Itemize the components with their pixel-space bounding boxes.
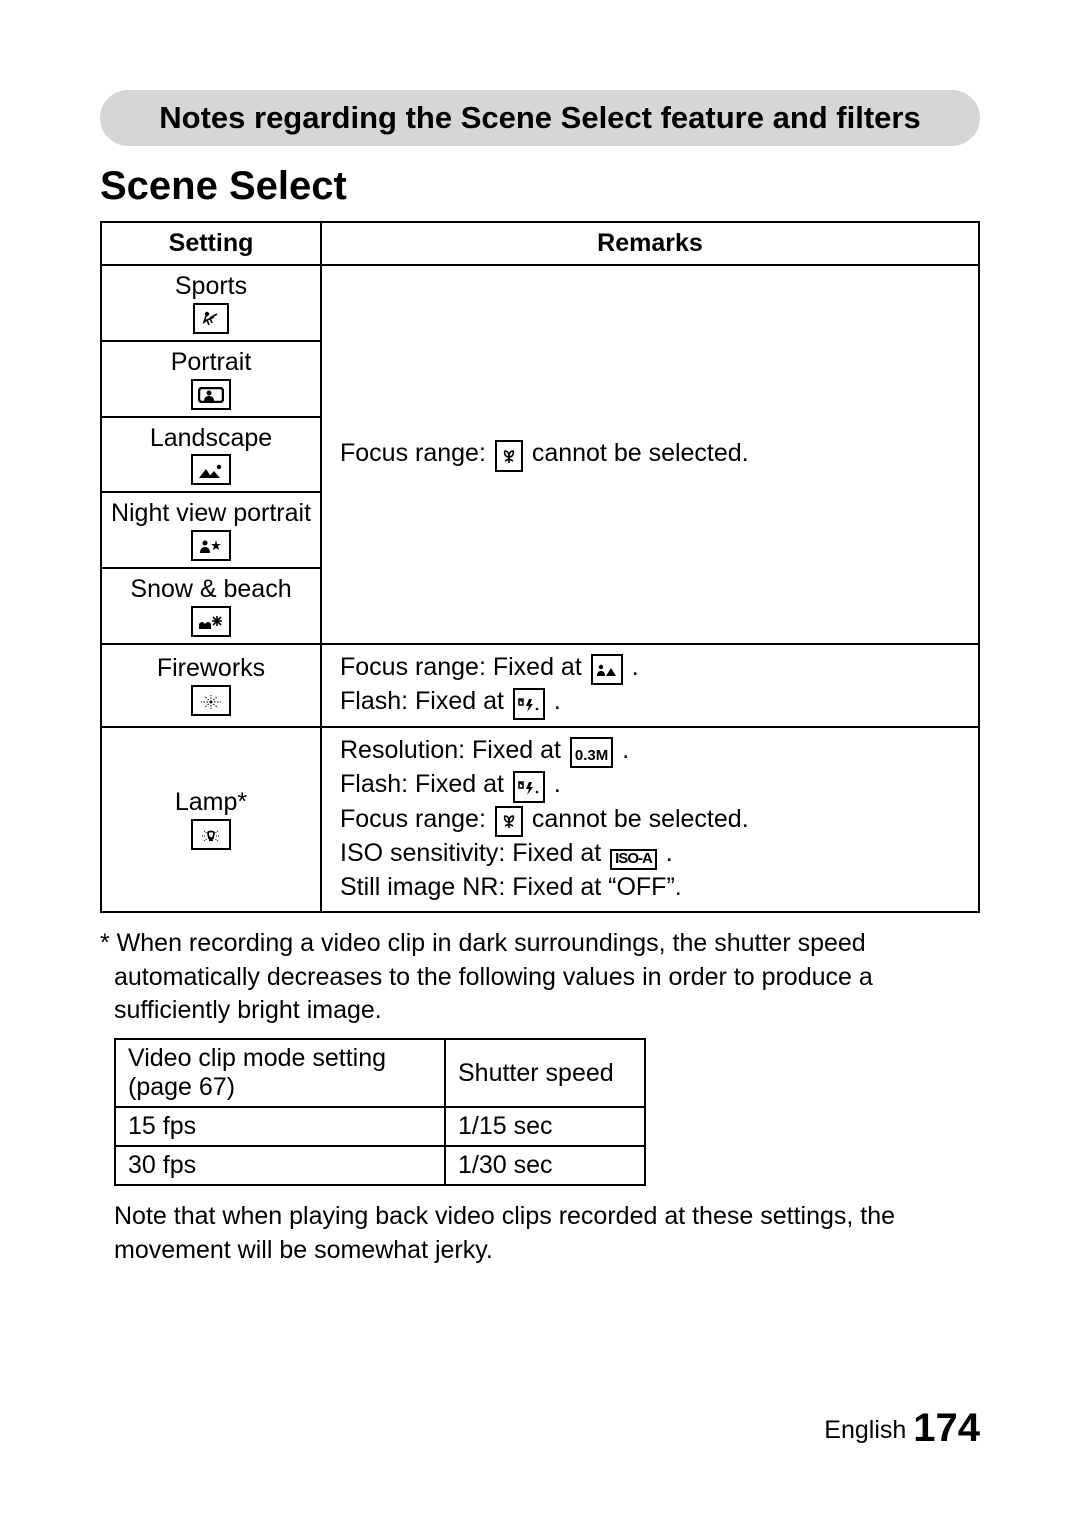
portrait-icon xyxy=(191,379,231,410)
setting-portrait: Portrait xyxy=(101,341,321,417)
remarks-lamp: Resolution: Fixed at 0.3M . Flash: Fixed… xyxy=(321,727,979,912)
shutter-r2c1: 30 fps xyxy=(115,1146,445,1185)
page-footer: English 174 xyxy=(824,1406,980,1451)
remarks-group1: Focus range: cannot be selected. xyxy=(321,265,979,644)
setting-snow-beach: Snow & beach xyxy=(101,568,321,644)
section-title: Scene Select xyxy=(100,164,980,209)
macro-icon xyxy=(495,440,523,472)
resolution-icon: 0.3M xyxy=(570,737,613,769)
flash-off-icon xyxy=(513,688,545,720)
setting-fireworks: Fireworks xyxy=(101,644,321,727)
shutter-r2c2: 1/30 sec xyxy=(445,1146,645,1185)
shutter-table: Video clip mode setting (page 67) Shutte… xyxy=(114,1038,646,1186)
footer-lang: English xyxy=(824,1416,913,1444)
shutter-h1: Video clip mode setting (page 67) xyxy=(115,1039,445,1107)
shutter-r1c2: 1/15 sec xyxy=(445,1107,645,1146)
page-number: 174 xyxy=(913,1406,980,1450)
scene-select-table: Setting Remarks Sports Focus range: xyxy=(100,221,980,913)
sports-icon xyxy=(193,303,229,334)
landscape-icon xyxy=(191,454,231,485)
note2: Note that when playing back video clips … xyxy=(114,1200,980,1268)
header-setting: Setting xyxy=(101,222,321,265)
banner-title: Notes regarding the Scene Select feature… xyxy=(100,90,980,146)
night-portrait-icon xyxy=(191,530,231,561)
header-remarks: Remarks xyxy=(321,222,979,265)
page: Notes regarding the Scene Select feature… xyxy=(0,0,1080,1521)
lamp-icon xyxy=(191,819,231,850)
setting-sports: Sports xyxy=(101,265,321,341)
flash-off-icon xyxy=(513,771,545,803)
landscape-portrait-icon xyxy=(591,654,623,686)
shutter-h2: Shutter speed xyxy=(445,1039,645,1107)
snow-beach-icon xyxy=(191,606,231,637)
setting-lamp: Lamp* xyxy=(101,727,321,912)
fireworks-icon xyxy=(191,685,231,716)
setting-landscape: Landscape xyxy=(101,417,321,493)
macro-icon xyxy=(495,806,523,838)
shutter-r1c1: 15 fps xyxy=(115,1107,445,1146)
setting-night-portrait: Night view portrait xyxy=(101,492,321,568)
footnote: * When recording a video clip in dark su… xyxy=(100,927,980,1028)
remarks-fireworks: Focus range: Fixed at . Flash: Fixed at xyxy=(321,644,979,727)
iso-icon: ISO-A xyxy=(610,849,657,870)
